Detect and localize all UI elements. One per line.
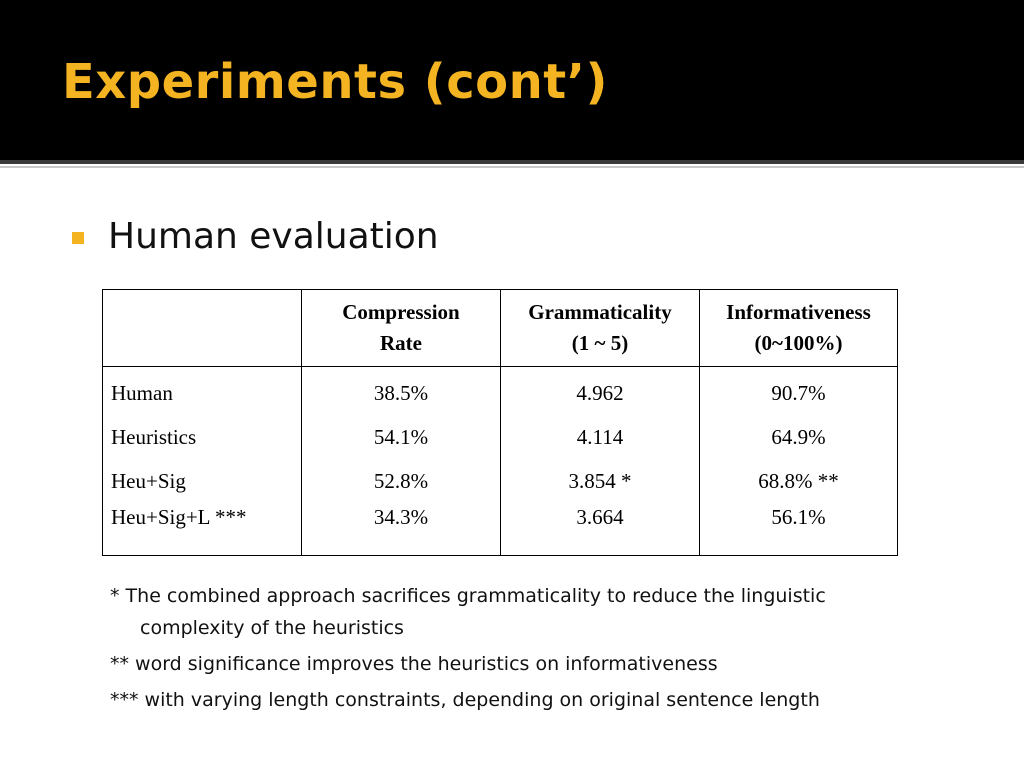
- footnote: *** with varying length constraints, dep…: [110, 689, 820, 711]
- header-empty: [102, 289, 302, 367]
- header-line: Rate: [380, 331, 422, 355]
- cell-grammaticality: 4.962: [500, 366, 700, 415]
- table-row: Human 38.5% 4.962 90.7%: [102, 366, 898, 415]
- row-name: Heuristics: [102, 415, 302, 459]
- header-line: (1 ~ 5): [571, 331, 629, 355]
- header-compression: Compression Rate: [301, 289, 501, 367]
- cell-grammaticality: 4.114: [500, 415, 700, 459]
- table-row: Heu+Sig+L *** 34.3% 3.664 56.1%: [102, 503, 898, 556]
- bullet-text: Human evaluation: [108, 216, 439, 257]
- title-bar: Experiments (cont’): [0, 0, 1024, 160]
- header-grammaticality: Grammaticality (1 ~ 5): [500, 289, 700, 367]
- header-line: Grammaticality: [528, 300, 672, 324]
- cell-informativeness: 90.7%: [699, 366, 898, 415]
- cell-compression: 52.8%: [301, 459, 501, 503]
- cell-compression: 54.1%: [301, 415, 501, 459]
- table-header-row: Compression Rate Grammaticality (1 ~ 5) …: [102, 289, 898, 367]
- title-divider-light: [0, 166, 1024, 168]
- title-divider: [0, 160, 1024, 164]
- table-row: Heu+Sig 52.8% 3.854 * 68.8% **: [102, 459, 898, 503]
- header-informativeness: Informativeness (0~100%): [699, 289, 898, 367]
- header-line: Compression: [342, 300, 460, 324]
- cell-grammaticality: 3.854 *: [500, 459, 700, 503]
- header-line: (0~100%): [754, 331, 843, 355]
- row-name: Heu+Sig+L ***: [102, 503, 302, 556]
- cell-compression: 34.3%: [301, 503, 501, 556]
- cell-informativeness: 56.1%: [699, 503, 898, 556]
- header-line: Informativeness: [726, 300, 871, 324]
- footnote: * The combined approach sacrifices gramm…: [110, 585, 826, 639]
- cell-compression: 38.5%: [301, 366, 501, 415]
- footnotes: * The combined approach sacrifices gramm…: [110, 580, 910, 720]
- results-table: Compression Rate Grammaticality (1 ~ 5) …: [102, 289, 898, 556]
- cell-informativeness: 68.8% **: [699, 459, 898, 503]
- bullet-square-icon: [72, 232, 84, 244]
- cell-informativeness: 64.9%: [699, 415, 898, 459]
- row-name: Human: [102, 366, 302, 415]
- row-name: Heu+Sig: [102, 459, 302, 503]
- table-row: Heuristics 54.1% 4.114 64.9%: [102, 415, 898, 459]
- slide-title: Experiments (cont’): [62, 54, 608, 110]
- footnote: ** word significance improves the heuris…: [110, 653, 718, 675]
- cell-grammaticality: 3.664: [500, 503, 700, 556]
